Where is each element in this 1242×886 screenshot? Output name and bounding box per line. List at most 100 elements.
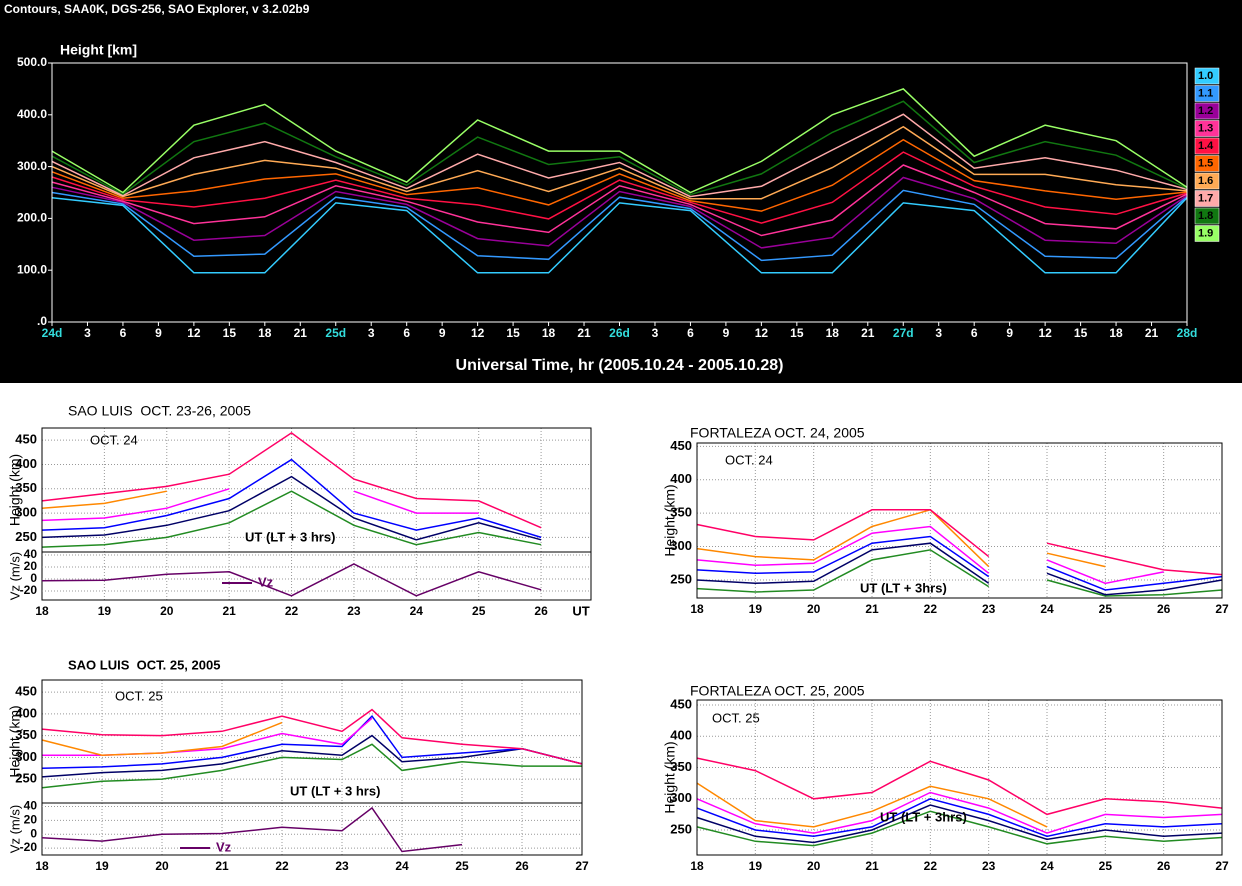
y-tick-label: 250 <box>15 771 37 786</box>
x-tick-label: 24 <box>395 859 409 873</box>
x-tick-label: 22 <box>924 859 938 873</box>
vz-plot-area <box>41 802 583 856</box>
x-tick-label: 9 <box>723 326 730 340</box>
y-tick-label: 450 <box>670 696 692 711</box>
x-tick-label: 24 <box>410 604 424 618</box>
series-line <box>696 810 1223 847</box>
series-line <box>41 743 582 789</box>
contour-line <box>51 100 1188 196</box>
x-tick-label: 18 <box>35 604 49 618</box>
x-tick-label: 21 <box>222 604 236 618</box>
plot-area <box>42 680 582 803</box>
x-axis-label: UT <box>572 603 589 618</box>
contour-line <box>51 88 1188 194</box>
series-line <box>41 488 479 522</box>
x-tick-label: 26d <box>609 326 630 340</box>
x-tick-label: 27 <box>1215 859 1229 873</box>
y-axis-label: Height (km) <box>7 705 23 777</box>
y-tick-label: 100.0 <box>17 262 47 276</box>
vz-tick-label: 0 <box>30 571 37 585</box>
legend-swatch <box>1194 137 1220 155</box>
x-tick-label: 15 <box>1074 326 1088 340</box>
y-tick-label: 350 <box>670 759 692 774</box>
legend-label: 1.0 <box>1198 70 1213 82</box>
x-tick-label: 21 <box>865 859 879 873</box>
x-tick-label: 24d <box>42 326 63 340</box>
note: UT (LT + 3hrs) <box>880 809 967 824</box>
legend-label: 1.2 <box>1198 105 1213 117</box>
x-tick-label: 9 <box>155 326 162 340</box>
panel-title: FORTALEZA OCT. 24, 2005 <box>690 425 865 441</box>
y-tick-label: 400 <box>15 705 37 720</box>
panel-title: FORTALEZA OCT. 25, 2005 <box>690 683 865 699</box>
legend-swatch <box>1194 85 1220 102</box>
y-axis-label: Height (km) <box>7 454 23 526</box>
x-tick-label: 19 <box>98 604 112 618</box>
y-tick-label: 300 <box>670 790 692 805</box>
contour-line <box>51 189 1188 262</box>
vz-tick-label: 0 <box>30 826 37 840</box>
plot-frame <box>696 699 1223 856</box>
x-tick-label: 12 <box>1038 326 1052 340</box>
x-tick-label: 27 <box>1215 602 1229 616</box>
y-tick-label: 400 <box>670 471 692 486</box>
y-axis-label: Height [km] <box>60 42 137 58</box>
series-line <box>41 734 583 778</box>
note: UT (LT + 3 hrs) <box>245 529 335 544</box>
legend-label: 1.7 <box>1198 192 1213 204</box>
contour-line <box>51 176 1188 249</box>
vz-axis-label: Vz (m/s) <box>7 552 22 600</box>
y-axis-label: Height (km) <box>662 741 678 813</box>
vz-tick-label: -20 <box>20 583 38 597</box>
legend-label: 1.4 <box>1198 140 1214 152</box>
line-chart: FORTALEZA OCT. 24, 2005 Height (km) 250 300… <box>662 425 1229 616</box>
x-tick-label: 26 <box>1157 602 1171 616</box>
y-tick-label: 250 <box>15 529 37 544</box>
contour-line <box>51 138 1188 212</box>
x-tick-label: 20 <box>807 602 821 616</box>
x-tick-label: 9 <box>1006 326 1013 340</box>
x-tick-label: 26 <box>1157 859 1171 873</box>
x-tick-label: 27 <box>575 859 589 873</box>
y-tick-label: 250 <box>670 821 692 836</box>
x-tick-label: 25 <box>1099 602 1113 616</box>
y-axis-label: Height (km) <box>662 484 678 556</box>
x-tick-label: 18 <box>690 602 704 616</box>
x-tick-label: 20 <box>807 859 821 873</box>
legend-label: 1.5 <box>1198 157 1213 169</box>
x-tick-label: 26 <box>515 859 529 873</box>
x-tick-label: 20 <box>155 859 169 873</box>
legend-swatch <box>1194 225 1220 242</box>
series-line <box>696 549 1223 597</box>
contour-line <box>51 151 1188 224</box>
x-tick-label: 3 <box>652 326 659 340</box>
annotation: OCT. 25 <box>712 710 760 725</box>
x-tick-label: 22 <box>924 602 938 616</box>
x-tick-label: 20 <box>160 604 174 618</box>
series-line <box>41 475 542 541</box>
y-tick-label: 450 <box>670 438 692 453</box>
y-tick-label: 300.0 <box>17 159 47 173</box>
legend-label: 1.8 <box>1198 210 1213 222</box>
series-line <box>41 721 283 756</box>
series-line <box>696 535 1223 591</box>
vz-line <box>41 563 542 597</box>
x-tick-label: 6 <box>687 326 694 340</box>
vz-tick-label: -20 <box>20 840 38 854</box>
legend-swatch <box>1194 102 1220 120</box>
x-tick-label: 6 <box>971 326 978 340</box>
x-tick-label: 21 <box>865 602 879 616</box>
y-tick-label: 500.0 <box>17 55 47 69</box>
y-tick-label: 200.0 <box>17 211 47 225</box>
legend-swatch <box>1194 120 1220 137</box>
y-tick-label: 450 <box>15 432 37 447</box>
x-tick-label: 3 <box>368 326 375 340</box>
x-tick-label: 12 <box>471 326 485 340</box>
annotation: OCT. 24 <box>90 432 138 447</box>
x-tick-label: 18 <box>258 326 272 340</box>
y-tick-label: 250 <box>670 571 692 586</box>
y-tick-label: .0 <box>37 314 47 328</box>
legend-swatch <box>1194 207 1220 225</box>
x-tick-label: 24 <box>1040 859 1054 873</box>
